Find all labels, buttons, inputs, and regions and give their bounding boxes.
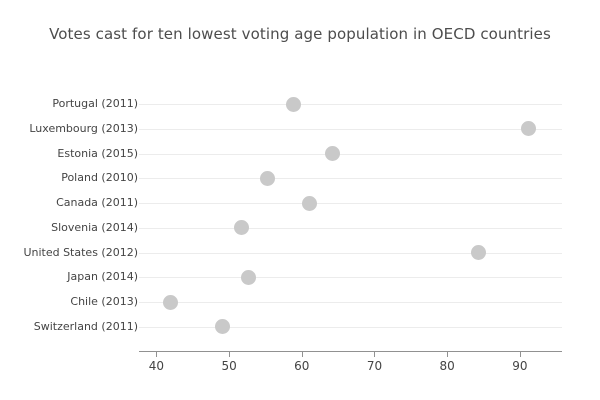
category-label: United States (2012) [23, 245, 138, 259]
x-tick-mark [156, 352, 158, 357]
category-label: Luxembourg (2013) [29, 121, 138, 135]
x-tick-label: 70 [366, 359, 383, 373]
data-point-dot[interactable] [163, 294, 179, 310]
gridline [139, 203, 562, 204]
data-point-dot[interactable] [302, 195, 318, 211]
x-tick-mark [301, 352, 303, 357]
gridline [139, 227, 562, 229]
category-label: Portugal (2011) [52, 97, 138, 110]
x-tick-label: 80 [439, 359, 455, 373]
gridline [139, 302, 562, 303]
data-point-dot[interactable] [260, 170, 276, 186]
data-point-dot[interactable] [324, 146, 340, 161]
x-tick-mark [374, 352, 376, 357]
category-label: Japan (2014) [67, 270, 138, 284]
x-tick-mark [519, 352, 521, 357]
chart-title: Votes cast for ten lowest voting age pop… [49, 25, 551, 43]
gridline [139, 252, 562, 254]
x-tick-label: 50 [221, 359, 237, 373]
data-point-dot[interactable] [241, 269, 257, 285]
category-label: Switzerland (2011) [33, 319, 138, 333]
x-tick-label: 60 [294, 359, 310, 373]
data-point-dot[interactable] [215, 319, 231, 335]
category-label: Canada (2011) [56, 196, 138, 209]
category-label: Poland (2010) [61, 171, 138, 185]
x-tick-label: 90 [512, 359, 528, 373]
gridline [139, 104, 562, 105]
data-point-dot[interactable] [233, 220, 249, 236]
x-tick-mark [229, 352, 231, 357]
gridline [139, 128, 562, 130]
x-tick-label: 40 [148, 359, 165, 373]
x-axis-line [139, 351, 562, 352]
category-label: Estonia (2015) [57, 146, 138, 160]
data-point-dot[interactable] [286, 96, 302, 112]
data-point-dot[interactable] [521, 121, 537, 137]
x-tick-mark [447, 352, 449, 357]
gridline [139, 277, 562, 279]
gridline [139, 178, 562, 180]
category-label: Chile (2013) [70, 295, 138, 308]
gridline [139, 153, 562, 155]
data-point-dot[interactable] [470, 245, 486, 260]
gridline [139, 326, 562, 328]
category-label: Slovenia (2014) [51, 220, 138, 234]
